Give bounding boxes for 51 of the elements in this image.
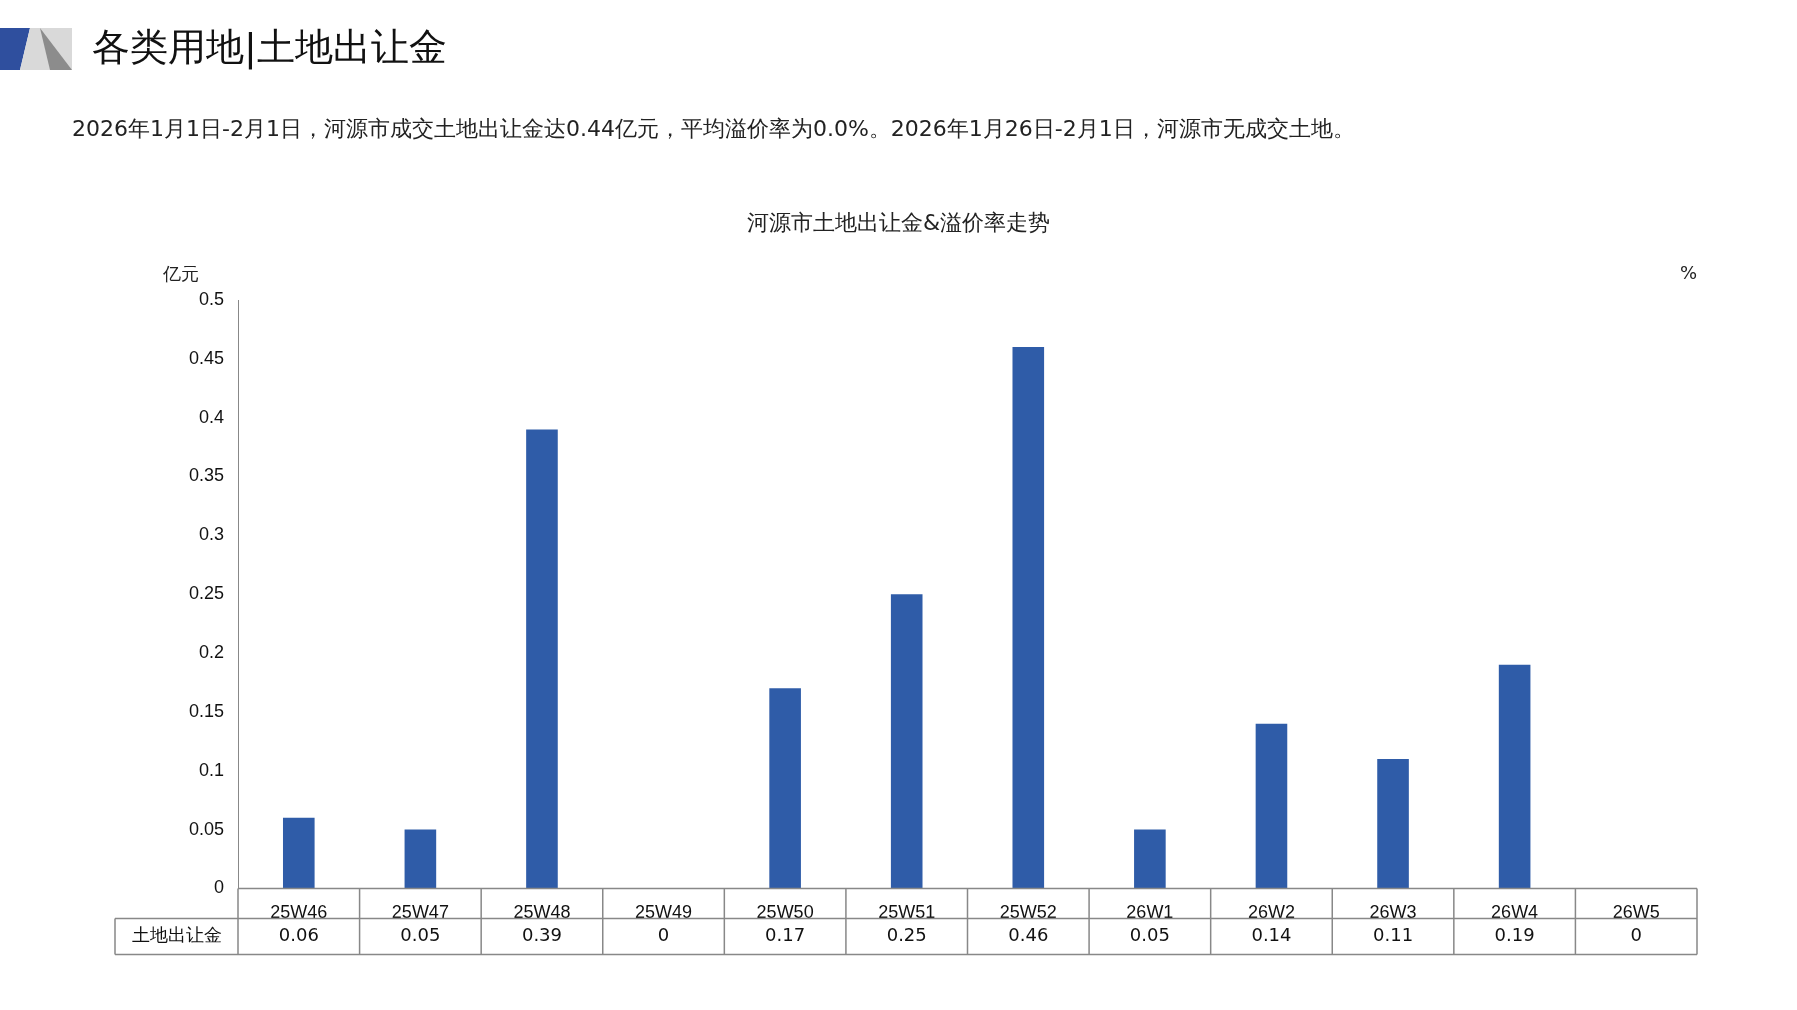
y-tick-label: 0.15 bbox=[188, 700, 224, 721]
data-label: 0.46 bbox=[1008, 924, 1049, 946]
data-label: 0.19 bbox=[1494, 924, 1535, 946]
y-axis-title: 亿元 bbox=[163, 262, 199, 286]
bar bbox=[404, 829, 437, 889]
bar bbox=[1012, 347, 1045, 889]
x-tick-label: 25W46 bbox=[270, 902, 328, 923]
bar bbox=[1255, 723, 1288, 889]
y-tick-label: 0.3 bbox=[198, 524, 224, 545]
x-tick-label: 25W49 bbox=[635, 902, 693, 923]
y-tick-label: 0.2 bbox=[198, 642, 224, 663]
y-tick-label: 0 bbox=[213, 877, 224, 898]
x-tick-label: 26W1 bbox=[1126, 902, 1174, 923]
x-tick-label: 25W48 bbox=[513, 902, 571, 923]
text: 各类用地|土地出让金 bbox=[92, 24, 447, 72]
y-tick-label: 0.45 bbox=[188, 347, 224, 368]
data-label: 0.06 bbox=[278, 924, 319, 946]
x-tick-label: 26W5 bbox=[1612, 902, 1660, 923]
bar bbox=[769, 688, 801, 889]
bar bbox=[526, 429, 558, 889]
y-tick-label: 0.05 bbox=[188, 818, 224, 839]
bar bbox=[1134, 829, 1166, 889]
y-tick-label: 0.1 bbox=[198, 759, 224, 780]
y-tick-label: 0.25 bbox=[188, 583, 224, 604]
y-tick-label: 0.5 bbox=[198, 288, 224, 309]
x-tick-label: 25W52 bbox=[999, 902, 1057, 923]
data-label: 0.39 bbox=[521, 924, 562, 946]
x-tick-label: 25W51 bbox=[878, 902, 936, 923]
chart-title: 河源市土地出让金&溢价率走势 bbox=[745, 209, 1052, 237]
data-label: 0 bbox=[657, 924, 670, 946]
x-tick-label: 25W47 bbox=[391, 902, 449, 923]
data-label: 0.14 bbox=[1251, 924, 1292, 946]
bar bbox=[1498, 664, 1531, 889]
data-label: 0.17 bbox=[765, 924, 806, 946]
chart-subtitle: 2026年1月1日-2月1日，河源市成交土地出让金达0.44亿元，平均溢价率为0.0%。2026年1月26日-2月1日，河源市无成交土地。 bbox=[72, 115, 1355, 143]
x-tick-label: 26W3 bbox=[1369, 902, 1417, 923]
data-label: 0.11 bbox=[1373, 924, 1414, 946]
bar bbox=[1377, 758, 1409, 889]
bar bbox=[890, 594, 923, 889]
x-tick-label: 26W2 bbox=[1247, 902, 1295, 923]
data-label: 0.25 bbox=[886, 924, 927, 946]
data-label: 0.05 bbox=[1129, 924, 1170, 946]
x-tick-label: 26W4 bbox=[1491, 902, 1539, 923]
y-tick-label: 0.4 bbox=[198, 406, 224, 427]
x-tick-label: 25W50 bbox=[756, 902, 814, 923]
y-tick-label: 0.35 bbox=[188, 465, 224, 486]
data-label: 0 bbox=[1630, 924, 1642, 946]
bar bbox=[282, 817, 315, 889]
text: 土地出让金 bbox=[131, 924, 222, 946]
y2-axis-title: % bbox=[1680, 262, 1698, 283]
data-label: 0.05 bbox=[400, 924, 441, 946]
